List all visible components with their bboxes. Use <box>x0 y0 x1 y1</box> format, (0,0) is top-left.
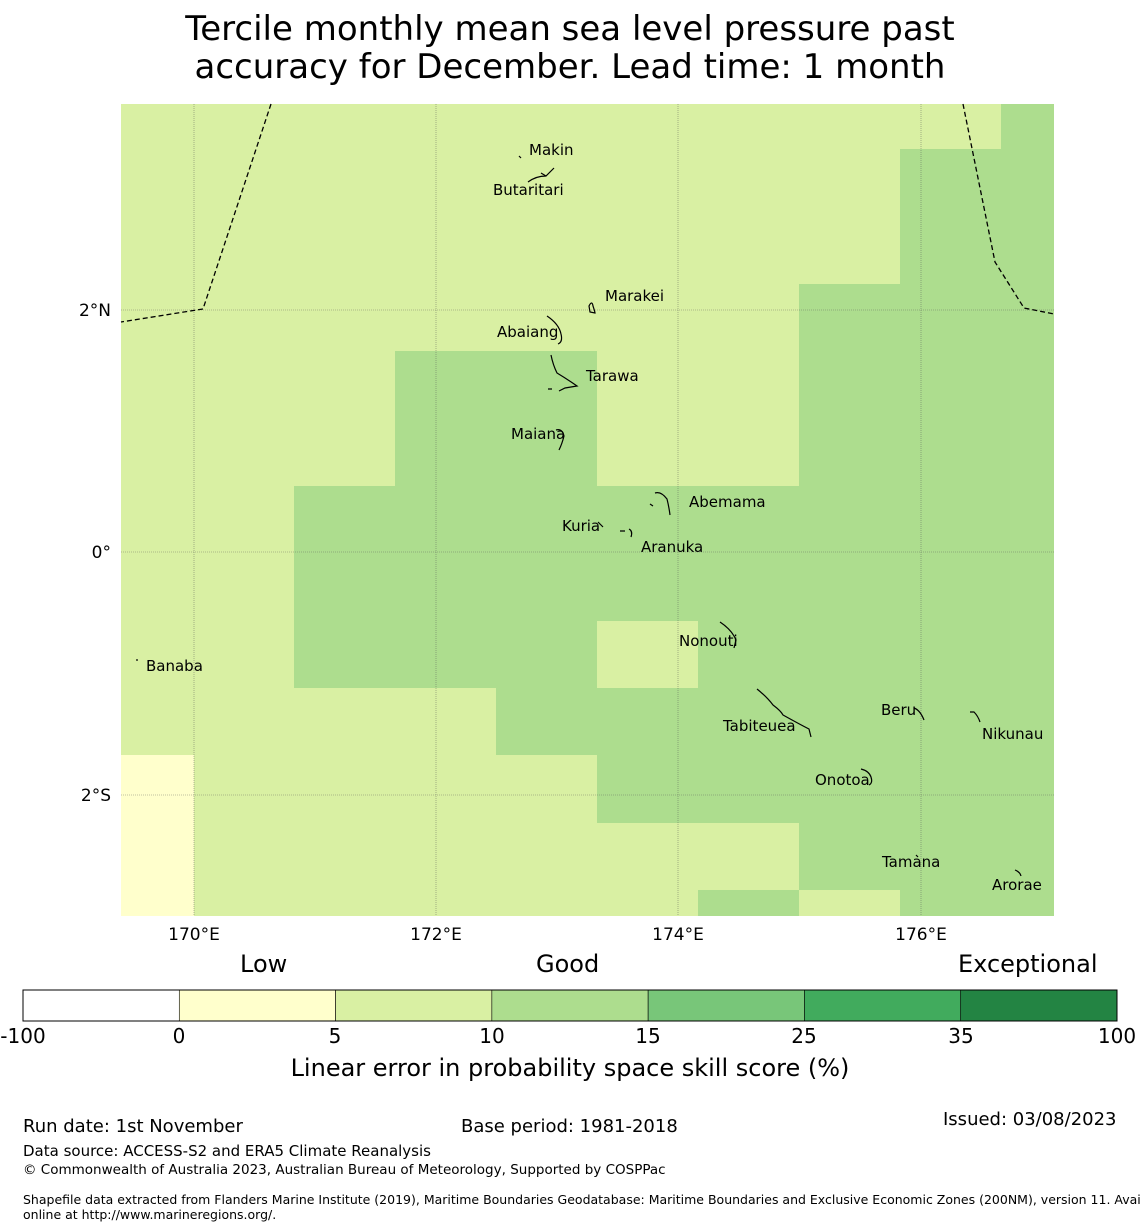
colorbar-tick: 15 <box>635 1024 661 1048</box>
category-low: Low <box>240 950 288 978</box>
island-label-abemama: Abemama <box>689 493 766 511</box>
gridlines <box>121 104 1054 916</box>
skill-cell <box>121 755 194 916</box>
eez-boundary-east <box>962 103 1055 315</box>
island-outline <box>649 492 671 516</box>
island-labels: Makin Butaritari Marakei Abaiang Tarawa … <box>146 141 1043 894</box>
island-outline <box>756 688 812 738</box>
colorbar-frame <box>22 989 1118 1022</box>
lat-tick-0: 0° <box>92 543 111 563</box>
island-outline <box>597 521 633 538</box>
colorbar-segment <box>804 989 962 1022</box>
island-outline <box>555 429 565 451</box>
island-label-makin: Makin <box>529 141 574 159</box>
map-title: Tercile monthly mean sea level pressure … <box>0 10 1140 86</box>
coastlines <box>136 155 1022 877</box>
shapefile-credit-line-2: online at http://www.marineregions.org/. <box>23 1207 277 1222</box>
map-figure: Makin Butaritari Marakei Abaiang Tarawa … <box>79 103 1055 945</box>
colorbar-tick: 0 <box>172 1024 186 1048</box>
lon-tick-172e: 172°E <box>410 925 462 945</box>
island-label-kuria: Kuria <box>562 517 600 535</box>
colorbar-tick: 35 <box>948 1024 974 1048</box>
title-line-1: Tercile monthly mean sea level pressure … <box>185 9 955 49</box>
island-outline <box>588 302 596 314</box>
skill-cell <box>597 621 698 688</box>
colorbar-tick: -100 <box>0 1024 46 1048</box>
island-label-tarawa: Tarawa <box>585 367 639 385</box>
base-period: Base period: 1981-2018 <box>461 1116 678 1137</box>
island-label-abaiang: Abaiang <box>497 323 558 341</box>
category-exceptional: Exceptional <box>958 950 1098 978</box>
colorbar-label: Linear error in probability space skill … <box>290 1054 850 1082</box>
lat-tick-2n: 2°N <box>79 301 111 321</box>
island-outline <box>719 621 737 649</box>
island-label-marakei: Marakei <box>605 287 664 305</box>
island-outline <box>970 711 981 723</box>
colorbar-tick: 10 <box>479 1024 505 1048</box>
island-label-aranuka: Aranuka <box>641 538 703 556</box>
island-outline <box>518 155 522 159</box>
axis-labels: 170°E 172°E 174°E 176°E 2°N 0° 2°S <box>79 301 947 945</box>
skill-cell <box>799 890 900 916</box>
lon-tick-170e: 170°E <box>168 925 220 945</box>
island-label-tabiteuea: Tabiteuea <box>722 717 796 735</box>
island-label-maiana: Maiana <box>511 425 565 443</box>
issued-date: Issued: 03/08/2023 <box>943 1109 1117 1130</box>
copyright: © Commonwealth of Australia 2023, Austra… <box>23 1162 666 1178</box>
colorbar-segment <box>335 989 493 1022</box>
island-label-beru: Beru <box>881 701 916 719</box>
island-outline <box>527 167 555 183</box>
island-label-nikunau: Nikunau <box>982 725 1043 743</box>
lat-tick-2s: 2°S <box>81 786 111 806</box>
run-date: Run date: 1st November <box>23 1116 243 1137</box>
island-label-tamana: Tamana <box>881 853 940 871</box>
shapefile-credit-line-1: Shapefile data extracted from Flanders M… <box>23 1192 1140 1207</box>
island-label-nonouti: Nonouti <box>679 632 738 650</box>
colorbar-segment <box>647 989 805 1022</box>
colorbar-segment <box>178 989 336 1022</box>
colorbar-tick: 100 <box>1097 1024 1137 1048</box>
eez-boundaries <box>120 103 1055 323</box>
data-source: Data source: ACCESS-S2 and ERA5 Climate … <box>23 1142 431 1160</box>
island-outline <box>913 707 925 721</box>
island-outline <box>1014 869 1022 877</box>
colorbar-segment <box>960 989 1118 1022</box>
skill-cell <box>294 104 1054 916</box>
island-outline <box>546 315 563 345</box>
lon-tick-176e: 176°E <box>895 925 947 945</box>
island-label-banaba: Banaba <box>146 657 203 675</box>
colorbar-tick: 25 <box>791 1024 817 1048</box>
island-label-arorae: Arorae <box>992 876 1042 894</box>
colorbar-tick: 5 <box>328 1024 342 1048</box>
colorbar-segment <box>22 989 180 1022</box>
skill-cell <box>698 890 799 916</box>
island-outline <box>548 354 579 392</box>
lon-tick-174e: 174°E <box>652 925 704 945</box>
skill-grid <box>121 104 1054 916</box>
island-outline <box>915 854 919 858</box>
colorbar-segment <box>491 989 649 1022</box>
island-outline <box>860 768 873 786</box>
category-good: Good <box>536 950 600 978</box>
island-label-onotoa: Onotoa <box>815 771 870 789</box>
colorbar <box>22 989 1118 1022</box>
title-line-2: accuracy for December. Lead time: 1 mont… <box>194 47 946 87</box>
island-label-butaritari: Butaritari <box>493 181 564 199</box>
